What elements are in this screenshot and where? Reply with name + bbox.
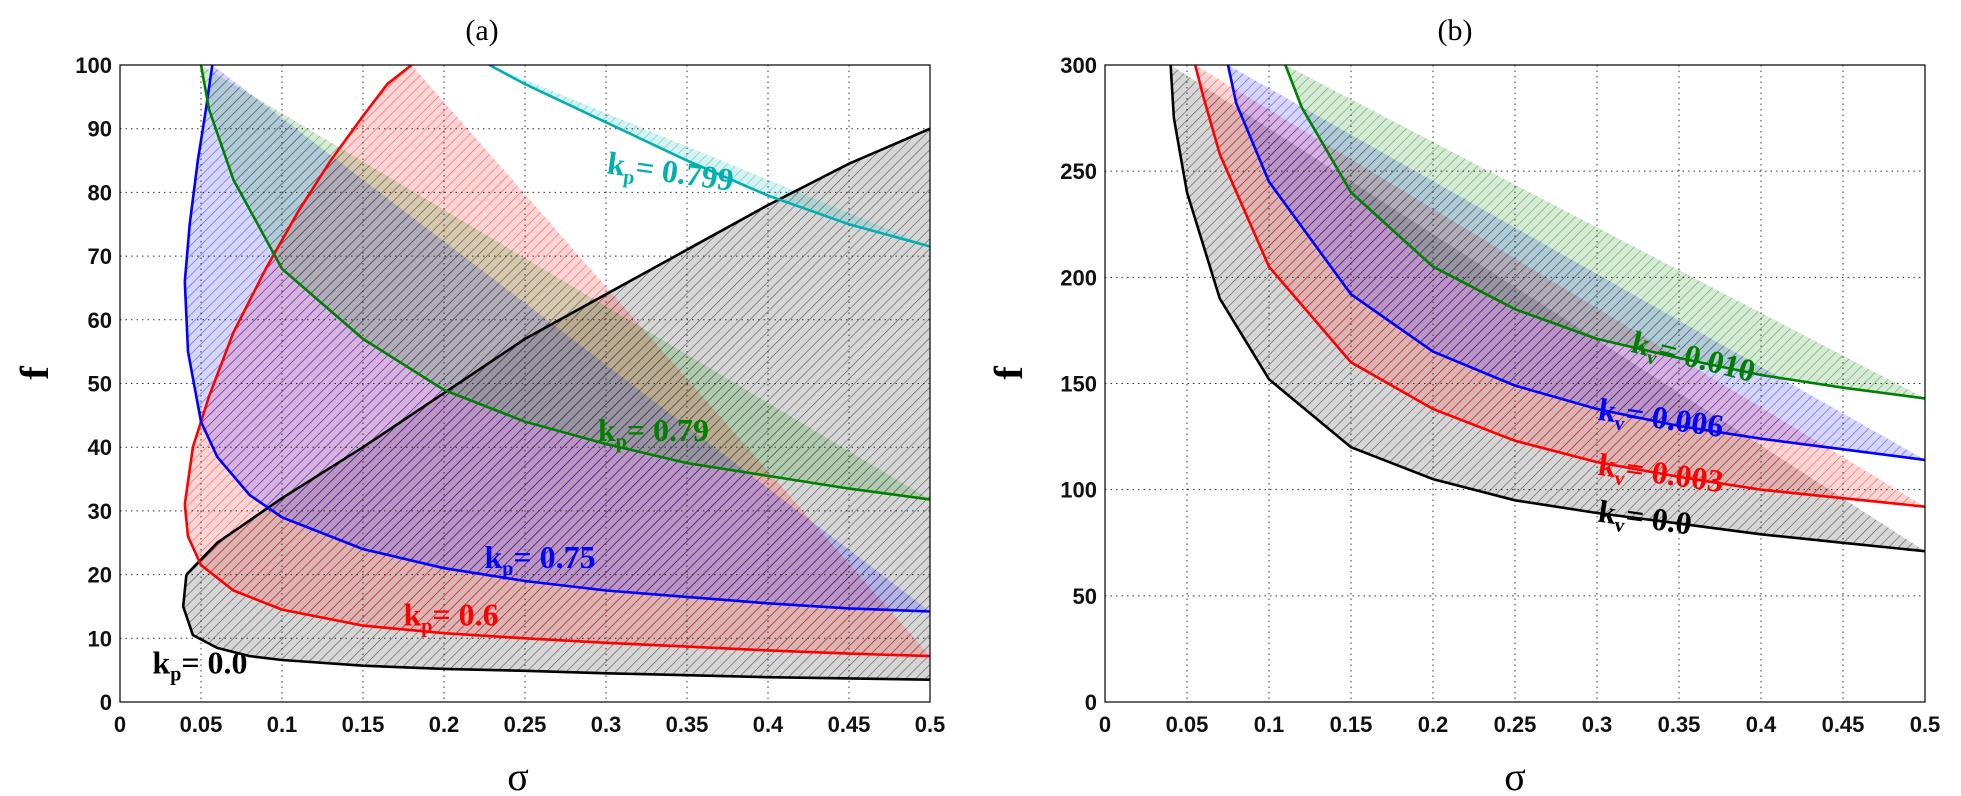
x-tick-label: 0.25 — [1494, 712, 1537, 737]
y-tick-label: 40 — [88, 435, 112, 460]
region-k-p-0.799 — [489, 65, 930, 247]
curve-k-p-0.799 — [488, 65, 930, 248]
x-tick-label: 0 — [1099, 712, 1111, 737]
x-tick-label: 0.2 — [429, 712, 460, 737]
curve-k-p-0.0 — [181, 574, 930, 681]
x-tick-label: 0.4 — [1746, 712, 1777, 737]
curve-label-k-p-0.0: kp= 0.0 — [152, 644, 247, 685]
curve-label-k-p-0.6: kp= 0.6 — [404, 597, 499, 638]
panel-a-label: (a) — [465, 14, 498, 47]
x-tick-label: 0.15 — [342, 712, 385, 737]
y-tick-label: 200 — [1060, 265, 1097, 290]
y-tick-label: 50 — [88, 372, 112, 397]
x-tick-label: 0 — [114, 712, 126, 737]
y-tick-label: 90 — [88, 117, 112, 142]
panel-a-x-axis-title: σ — [507, 754, 529, 796]
y-tick-label: 0 — [100, 690, 112, 715]
x-tick-label: 0.4 — [753, 712, 784, 737]
x-tick-label: 0.05 — [180, 712, 223, 737]
x-tick-label: 0.1 — [1254, 712, 1285, 737]
plot-frame — [119, 64, 931, 703]
curve-label-k-p-0.79: kp= 0.79 — [598, 412, 709, 453]
plot-frame — [1104, 64, 1926, 703]
panel-a: (a) 0 0.05 0.1 0.15 0.2 0.25 0.3 0.35 0.4 0.45 0.5… — [12, 14, 945, 796]
y-tick-label: 30 — [88, 499, 112, 524]
curve-k-v-0.006 — [1226, 65, 1925, 462]
y-tick-label: 70 — [88, 244, 112, 269]
panel-b-y-axis-title: f — [986, 366, 1031, 380]
x-tick-label: 0.05 — [1166, 712, 1209, 737]
x-tick-label: 0.45 — [828, 712, 871, 737]
x-tick-label: 0.15 — [1330, 712, 1373, 737]
y-tick-label: 150 — [1060, 372, 1097, 397]
x-tick-label: 0.35 — [1658, 712, 1701, 737]
curve-label-k-p-0.799: kp= 0.799 — [604, 145, 736, 203]
y-tick-label: 100 — [75, 53, 112, 78]
panel-a-y-axis-title: f — [12, 366, 57, 380]
y-tick-label: 250 — [1060, 159, 1097, 184]
curve-k-v-0.003 — [1193, 65, 1925, 508]
y-tick-label: 100 — [1060, 478, 1097, 503]
y-tick-label: 0 — [1085, 690, 1097, 715]
y-tick-label: 300 — [1060, 53, 1097, 78]
panel-b-x-axis-title: σ — [1504, 754, 1526, 796]
panel-b: (b) 0 0.05 0.1 0.15 0.2 0.25 0.3 0.35 0.4 0.45 0.5… — [986, 14, 1940, 796]
x-tick-label: 0.35 — [666, 712, 709, 737]
y-tick-label: 20 — [88, 563, 112, 588]
x-tick-label: 0.5 — [915, 712, 946, 737]
region-k-p-0.79 — [201, 65, 930, 500]
region-k-v-0.010 — [1285, 65, 1925, 399]
curve-k-p-0.79 — [199, 65, 930, 501]
curve-upper-k-p-0.75 — [183, 65, 214, 282]
y-tick-label: 60 — [88, 308, 112, 333]
curve-k-p-0.6 — [183, 504, 930, 658]
curve-upper-k-p-0.0 — [185, 127, 930, 576]
y-tick-label: 80 — [88, 180, 112, 205]
curve-label-k-p-0.75: kp= 0.75 — [485, 539, 596, 580]
x-tick-label: 0.3 — [1582, 712, 1613, 737]
x-tick-label: 0.5 — [1910, 712, 1941, 737]
curve-k-p-0.75 — [183, 281, 930, 613]
x-tick-label: 0.25 — [504, 712, 547, 737]
x-tick-label: 0.1 — [267, 712, 298, 737]
curve-k-v-0.010 — [1284, 65, 1925, 400]
y-tick-label: 10 — [88, 626, 112, 651]
x-tick-label: 0.3 — [591, 712, 622, 737]
panel-b-label: (b) — [1438, 14, 1473, 47]
x-tick-label: 0.45 — [1822, 712, 1865, 737]
curve-k-v-0.0 — [1169, 65, 1925, 553]
panel-b-plot-area: 0 0.05 0.1 0.15 0.2 0.25 0.3 0.35 0.4 0.45 0.5 0 50 1… — [1060, 53, 1940, 737]
panel-a-plot-area: 0 0.05 0.1 0.15 0.2 0.25 0.3 0.35 0.4 0.45 0.5 0 10 2… — [75, 53, 945, 737]
y-tick-label: 50 — [1073, 584, 1097, 609]
x-tick-label: 0.2 — [1418, 712, 1449, 737]
